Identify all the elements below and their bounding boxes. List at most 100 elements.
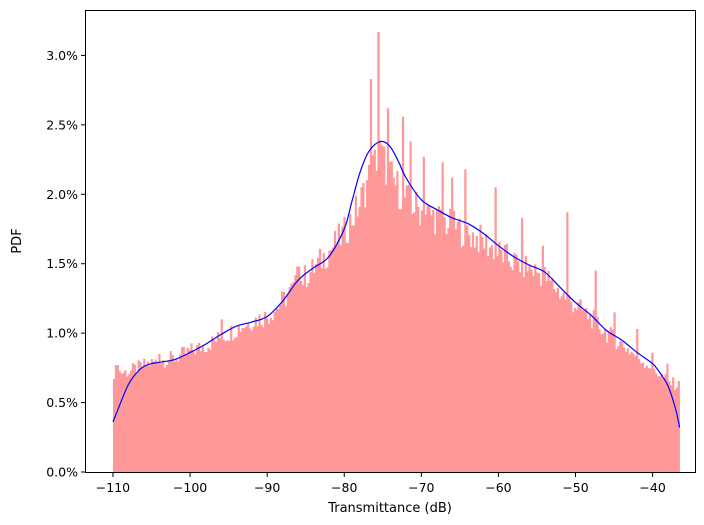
histogram-bar <box>126 376 129 472</box>
histogram-bar <box>294 275 297 472</box>
histogram-bar <box>556 287 560 472</box>
y-tick-label: 0.0% <box>46 465 78 480</box>
x-tick-label: −110 <box>96 480 130 495</box>
histogram-bar <box>271 320 274 472</box>
histogram-bar <box>537 273 541 472</box>
histogram-bar <box>513 253 516 472</box>
histogram-bar <box>451 177 454 472</box>
histogram-bar <box>656 376 660 472</box>
histogram-bar <box>277 308 280 472</box>
histogram-bar <box>254 317 257 472</box>
histogram-bar <box>332 247 335 472</box>
histogram-bar <box>384 184 388 472</box>
histogram-bar <box>636 328 639 472</box>
histogram-bar <box>167 360 170 472</box>
histogram-bar <box>403 197 407 473</box>
histogram-bar <box>400 209 403 472</box>
histogram-bar <box>522 277 526 472</box>
histogram-bar <box>539 285 543 472</box>
histogram-bar <box>349 214 352 472</box>
histogram-bar <box>284 306 288 472</box>
histogram-bar <box>286 294 289 472</box>
histogram-bar <box>583 310 586 472</box>
histogram-bar <box>420 210 424 472</box>
histogram-bar <box>122 372 125 472</box>
histogram-bar <box>615 349 618 472</box>
histogram-bar <box>435 210 439 472</box>
histogram-bar <box>519 272 522 472</box>
histogram-bar <box>143 358 146 472</box>
histogram-bar <box>262 327 265 472</box>
histogram-bar <box>364 207 367 473</box>
histogram-bar <box>296 266 299 472</box>
histogram-bar <box>445 234 448 472</box>
histogram-bar <box>638 359 641 472</box>
histogram-bar <box>303 265 306 472</box>
histogram-bar <box>124 370 127 472</box>
histogram-bar <box>575 309 578 472</box>
histogram-bar <box>417 206 420 472</box>
histogram-bar <box>532 275 535 472</box>
histogram-bar <box>562 292 565 472</box>
histogram-bar <box>179 354 182 472</box>
histogram-bar <box>290 283 293 472</box>
histogram-bar <box>197 342 201 472</box>
histogram-bar <box>464 169 467 473</box>
histogram-bar <box>558 299 561 472</box>
histogram-bar <box>114 365 118 472</box>
histogram-bar <box>639 363 643 472</box>
histogram-bar <box>265 318 269 472</box>
histogram-bar <box>418 225 422 472</box>
histogram-bar <box>549 280 552 472</box>
histogram-bar <box>405 185 408 472</box>
histogram-bar <box>566 212 569 472</box>
histogram-bar <box>322 253 325 472</box>
histogram-bar <box>245 326 248 472</box>
histogram-bar <box>216 332 220 472</box>
histogram-bar <box>621 342 624 472</box>
histogram-bar <box>316 257 320 472</box>
histogram-bar <box>379 139 382 472</box>
histogram-bar <box>437 206 441 473</box>
histogram-bar <box>120 373 123 472</box>
histogram-bar <box>551 278 554 472</box>
histogram-bar <box>573 308 577 472</box>
histogram-bar <box>526 271 529 472</box>
histogram-bar <box>398 209 401 472</box>
histogram-bar <box>343 217 346 472</box>
histogram-bar <box>165 364 169 472</box>
histogram-bar <box>452 210 456 472</box>
histogram-bar <box>564 299 567 472</box>
histogram-bar <box>622 347 626 472</box>
histogram-bar <box>347 243 350 472</box>
histogram-bar <box>381 145 384 472</box>
histogram-bar <box>447 227 450 472</box>
histogram-bar <box>645 365 648 472</box>
histogram-bar <box>175 358 178 472</box>
histogram-bar <box>486 255 490 472</box>
x-tick-label: −90 <box>254 480 280 495</box>
histogram-bar <box>196 345 199 472</box>
histogram-bar <box>543 266 546 472</box>
histogram-bar <box>335 245 339 472</box>
histogram-bar <box>299 280 303 472</box>
histogram-bar <box>585 308 588 472</box>
histogram-bar <box>469 246 473 472</box>
histogram-bar <box>226 340 229 472</box>
histogram-bar <box>571 312 575 472</box>
histogram-bar <box>233 338 237 472</box>
histogram-bar <box>235 337 238 472</box>
histogram-bar <box>587 319 590 472</box>
x-axis-ticks: −110 −100 −90 −80 −70 −60 −50 −40 <box>96 472 666 495</box>
histogram-bar <box>492 259 495 472</box>
histogram-bar <box>524 256 527 472</box>
histogram-bar <box>673 389 677 472</box>
histogram-bar <box>515 254 518 472</box>
histogram-bar <box>460 247 463 472</box>
histogram-bar <box>607 332 611 472</box>
histogram-bar <box>624 351 628 472</box>
x-tick-label: −80 <box>331 480 357 495</box>
histogram-bar <box>201 346 204 472</box>
histogram-bar <box>596 316 599 472</box>
histogram-bar <box>388 161 391 472</box>
